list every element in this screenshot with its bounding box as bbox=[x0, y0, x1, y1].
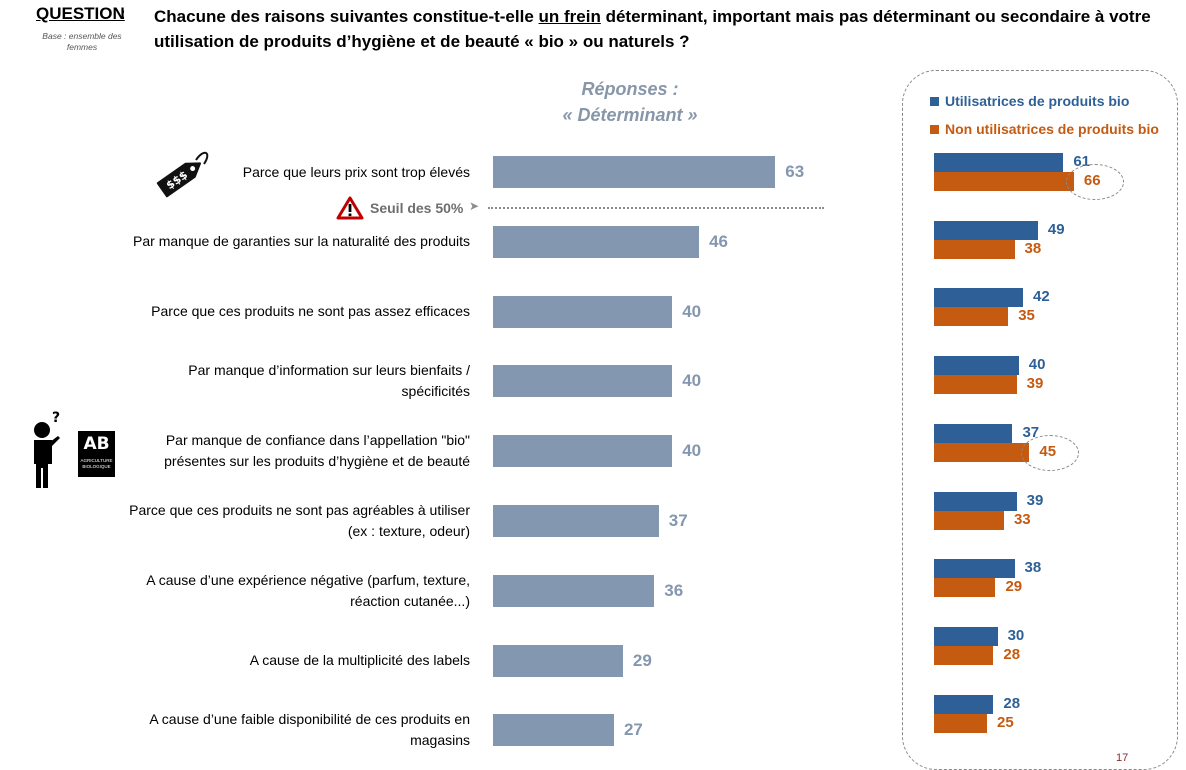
category-label: Parce que ces produits ne sont pas assez… bbox=[60, 301, 470, 322]
category-label-line: spécificités bbox=[401, 383, 470, 400]
bar-users bbox=[934, 626, 998, 646]
bar-value-label: 40 bbox=[682, 441, 702, 461]
value-label-users: 49 bbox=[1047, 220, 1065, 238]
bar bbox=[493, 156, 776, 188]
value-label-users: 28 bbox=[1003, 694, 1021, 712]
value-label-users: 30 bbox=[1007, 626, 1025, 644]
bar-value-label: 27 bbox=[623, 720, 643, 740]
legend-users: Utilisatrices de produits bio bbox=[930, 93, 1129, 109]
bar-non-users bbox=[934, 510, 1004, 530]
highlight-circle bbox=[1065, 164, 1124, 200]
value-label-non-users: 28 bbox=[1003, 645, 1021, 663]
bar-users bbox=[934, 694, 994, 714]
value-label-users: 39 bbox=[1026, 491, 1044, 509]
bar bbox=[493, 435, 673, 468]
category-label-line: A cause d’une faible disponibilité de ce… bbox=[149, 711, 470, 728]
bar-value-label: 63 bbox=[785, 162, 805, 181]
bar-users bbox=[934, 288, 1024, 308]
bar-value-label: 36 bbox=[664, 580, 684, 600]
warning-icon bbox=[336, 196, 364, 220]
category-label: Par manque de garanties sur la naturalit… bbox=[60, 231, 470, 252]
category-label: A cause d’une faible disponibilité de ce… bbox=[60, 709, 470, 751]
value-label-non-users: 25 bbox=[997, 713, 1014, 731]
category-label-line: réaction cutanée...) bbox=[350, 592, 470, 609]
bar-non-users bbox=[934, 578, 996, 598]
highlight-circle bbox=[1021, 434, 1080, 471]
value-label-non-users: 39 bbox=[1026, 375, 1044, 393]
value-label-users: 42 bbox=[1033, 288, 1050, 306]
bar-non-users bbox=[934, 645, 994, 665]
category-label-line: Parce que ces produits ne sont pas assez… bbox=[151, 303, 470, 320]
category-label-line: Par manque de confiance dans l’appellati… bbox=[165, 432, 470, 449]
bar-non-users bbox=[934, 713, 987, 733]
question-label: QUESTION bbox=[36, 4, 125, 23]
legend-non-users: Non utilisatrices de produits bio bbox=[930, 121, 1159, 137]
bar-non-users bbox=[934, 172, 1074, 191]
bar bbox=[493, 505, 659, 537]
bar-value-label: 29 bbox=[632, 650, 652, 670]
bar-value-label: 46 bbox=[709, 231, 728, 251]
confused-person-icon: ? bbox=[34, 410, 60, 488]
threshold-line bbox=[488, 207, 824, 209]
category-label-line: Par manque d’information sur leurs bienf… bbox=[188, 362, 470, 379]
bar bbox=[493, 295, 673, 328]
category-label: Par manque de confiance dans l’appellati… bbox=[60, 430, 470, 472]
category-label: Parce que leurs prix sont trop élevés bbox=[60, 162, 470, 183]
category-label-line: magasins bbox=[410, 732, 470, 749]
value-label-users: 40 bbox=[1028, 356, 1046, 374]
bar-users bbox=[934, 491, 1017, 511]
bar bbox=[493, 574, 655, 607]
category-label: Par manque d’information sur leurs bienf… bbox=[60, 360, 470, 402]
category-label-line: A cause de la multiplicité des labels bbox=[249, 652, 470, 669]
bar bbox=[493, 225, 700, 258]
bar-non-users bbox=[934, 307, 1009, 327]
bar-value-label: 40 bbox=[682, 371, 702, 391]
category-label: A cause d’une expérience négative (parfu… bbox=[60, 570, 470, 612]
category-label: A cause de la multiplicité des labels bbox=[60, 650, 470, 671]
bar-non-users bbox=[934, 442, 1030, 462]
bar bbox=[493, 714, 614, 747]
bar-value-label: 40 bbox=[682, 301, 702, 321]
bar-users bbox=[934, 153, 1064, 172]
ab-organic-logo: AB AGRICULTURE BIOLOGIQUE bbox=[78, 431, 115, 477]
category-label-line: (ex : texture, odeur) bbox=[347, 523, 470, 539]
bar-users bbox=[934, 559, 1015, 579]
price-tag-icon: $$$ bbox=[156, 151, 209, 198]
value-label-non-users: 33 bbox=[1013, 510, 1031, 528]
category-label-line: Parce que leurs prix sont trop élevés bbox=[242, 163, 470, 180]
category-label-line: Parce que ces produits ne sont pas agréa… bbox=[129, 502, 470, 518]
threshold-arrow-icon: ➤ bbox=[469, 199, 480, 213]
bar-non-users bbox=[934, 239, 1015, 259]
bar-value-label: 37 bbox=[668, 511, 688, 530]
bar-users bbox=[934, 220, 1038, 240]
bar-users bbox=[934, 423, 1013, 443]
bar-users bbox=[934, 356, 1019, 376]
responses-title: Réponses : « Déterminant » bbox=[562, 79, 698, 125]
svg-text:?: ? bbox=[52, 410, 60, 426]
base-note: Base : ensemble des femmes bbox=[42, 31, 122, 52]
bar-non-users bbox=[934, 375, 1017, 395]
category-label: Parce que ces produits ne sont pas agréa… bbox=[60, 500, 470, 542]
category-label-line: présentes sur les produits d’hygiène et … bbox=[164, 453, 470, 470]
bar bbox=[493, 365, 673, 398]
category-label-line: Par manque de garanties sur la naturalit… bbox=[133, 233, 470, 250]
value-label-users: 38 bbox=[1024, 559, 1042, 577]
value-label-non-users: 35 bbox=[1018, 307, 1035, 325]
question-colon: : bbox=[120, 4, 126, 23]
legend-swatch-users bbox=[930, 97, 939, 106]
question-text: Chacune des raisons suivantes constitue-… bbox=[154, 7, 1151, 51]
threshold-label: Seuil des 50% bbox=[370, 200, 464, 216]
value-label-non-users: 29 bbox=[1005, 578, 1023, 596]
value-label-non-users: 38 bbox=[1024, 239, 1042, 257]
legend-swatch-non-users bbox=[930, 125, 939, 134]
category-label-line: A cause d’une expérience négative (parfu… bbox=[146, 571, 470, 588]
page-number: 17 bbox=[1116, 752, 1129, 764]
bar bbox=[493, 644, 623, 677]
